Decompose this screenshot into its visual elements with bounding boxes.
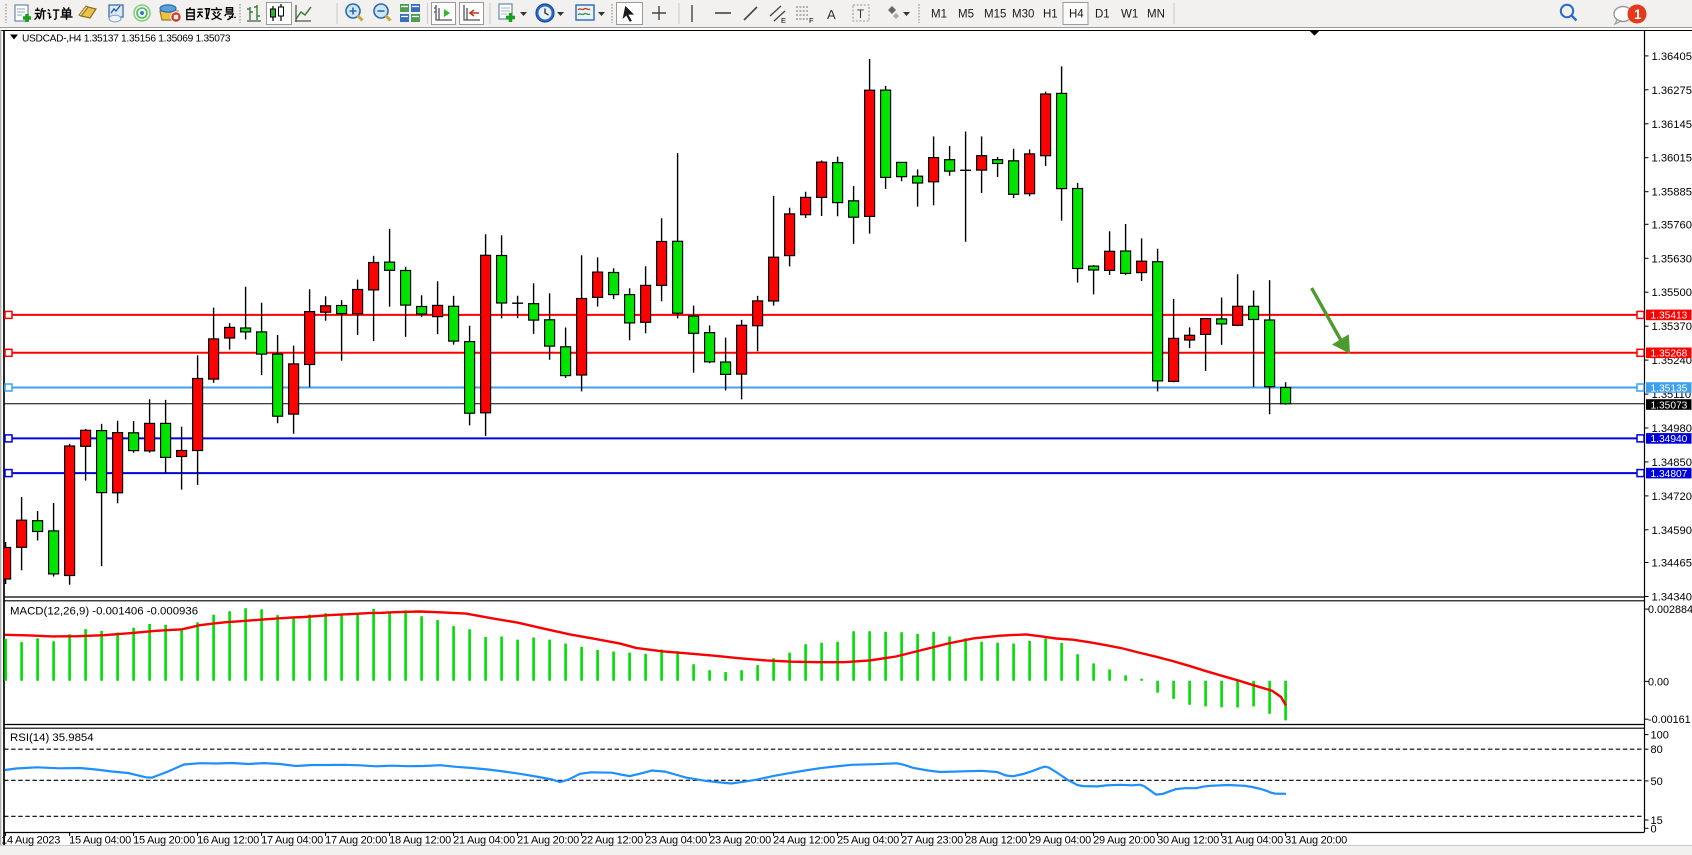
svg-text:MACD(12,26,9) -0.001406 -0.000: MACD(12,26,9) -0.001406 -0.000936	[10, 606, 198, 618]
svg-text:H1: H1	[1043, 9, 1058, 21]
svg-text:23 Aug 20:00: 23 Aug 20:00	[709, 835, 771, 847]
svg-text:D1: D1	[1095, 9, 1110, 21]
svg-text:14 Aug 2023: 14 Aug 2023	[1, 835, 60, 847]
svg-text:1.34807: 1.34807	[1651, 469, 1688, 480]
svg-text:1.34940: 1.34940	[1651, 434, 1688, 445]
svg-text:1.34590: 1.34590	[1652, 525, 1692, 537]
svg-text:23 Aug 04:00: 23 Aug 04:00	[645, 835, 707, 847]
svg-text:27 Aug 23:00: 27 Aug 23:00	[901, 835, 963, 847]
svg-text:15 Aug 20:00: 15 Aug 20:00	[133, 835, 195, 847]
svg-text:M30: M30	[1012, 9, 1034, 21]
svg-text:M1: M1	[931, 9, 947, 21]
svg-text:25 Aug 04:00: 25 Aug 04:00	[837, 835, 899, 847]
svg-text:1.34465: 1.34465	[1652, 558, 1692, 570]
svg-text:1.34850: 1.34850	[1652, 457, 1692, 469]
svg-text:1.35885: 1.35885	[1652, 187, 1692, 199]
svg-text:15: 15	[1651, 815, 1663, 827]
svg-text:1.34340: 1.34340	[1652, 592, 1692, 604]
svg-text:17 Aug 04:00: 17 Aug 04:00	[261, 835, 323, 847]
svg-text:21 Aug 20:00: 21 Aug 20:00	[517, 835, 579, 847]
svg-text:24 Aug 12:00: 24 Aug 12:00	[773, 835, 835, 847]
svg-text:MN: MN	[1147, 9, 1165, 21]
svg-text:18 Aug 12:00: 18 Aug 12:00	[389, 835, 451, 847]
svg-text:USDCAD-,H4 1.35137 1.35156 1.: USDCAD-,H4 1.35137 1.35156 1.35069 1.350…	[22, 34, 231, 45]
svg-text:0.00: 0.00	[1648, 676, 1669, 688]
svg-text:17 Aug 20:00: 17 Aug 20:00	[325, 835, 387, 847]
svg-text:0.002884: 0.002884	[1648, 604, 1692, 616]
svg-text:29 Aug 04:00: 29 Aug 04:00	[1029, 835, 1091, 847]
svg-text:1.35370: 1.35370	[1652, 321, 1692, 333]
svg-text:1.36145: 1.36145	[1652, 119, 1692, 131]
svg-text:15 Aug 04:00: 15 Aug 04:00	[69, 835, 131, 847]
svg-text:1.35073: 1.35073	[1651, 400, 1688, 411]
svg-text:1.36015: 1.36015	[1652, 153, 1692, 165]
svg-text:M5: M5	[958, 9, 974, 21]
svg-text:29 Aug 20:00: 29 Aug 20:00	[1093, 835, 1155, 847]
svg-text:RSI(14) 35.9854: RSI(14) 35.9854	[10, 732, 94, 744]
svg-text:-0.00161: -0.00161	[1648, 714, 1691, 726]
svg-text:50: 50	[1651, 776, 1663, 788]
svg-text:1.35760: 1.35760	[1652, 219, 1692, 231]
svg-text:80: 80	[1651, 744, 1663, 756]
svg-text:28 Aug 12:00: 28 Aug 12:00	[965, 835, 1027, 847]
svg-text:1.36275: 1.36275	[1652, 85, 1692, 97]
svg-text:21 Aug 04:00: 21 Aug 04:00	[453, 835, 515, 847]
svg-text:E: E	[781, 16, 786, 25]
svg-text:1.35630: 1.35630	[1652, 253, 1692, 265]
svg-text:1.35413: 1.35413	[1651, 311, 1688, 322]
svg-text:31 Aug 04:00: 31 Aug 04:00	[1221, 835, 1283, 847]
svg-text:H4: H4	[1069, 9, 1084, 21]
svg-text:22 Aug 12:00: 22 Aug 12:00	[581, 835, 643, 847]
svg-text:1.36405: 1.36405	[1652, 51, 1692, 63]
svg-text:16 Aug 12:00: 16 Aug 12:00	[197, 835, 259, 847]
svg-text:T: T	[857, 9, 864, 21]
svg-text:100: 100	[1651, 730, 1669, 742]
svg-text:1.35135: 1.35135	[1651, 383, 1688, 394]
svg-text:1.34720: 1.34720	[1652, 491, 1692, 503]
svg-text:M15: M15	[984, 9, 1006, 21]
svg-text:F: F	[809, 16, 814, 25]
svg-text:W1: W1	[1121, 9, 1138, 21]
svg-text:1.34980: 1.34980	[1652, 423, 1692, 435]
svg-text:A: A	[827, 7, 836, 22]
svg-text:0: 0	[1651, 823, 1657, 835]
svg-text:31 Aug 20:00: 31 Aug 20:00	[1285, 835, 1347, 847]
svg-text:1.35268: 1.35268	[1651, 349, 1688, 360]
svg-text:1: 1	[1634, 7, 1642, 22]
svg-text:30 Aug 12:00: 30 Aug 12:00	[1157, 835, 1219, 847]
svg-text:1.35500: 1.35500	[1652, 287, 1692, 299]
